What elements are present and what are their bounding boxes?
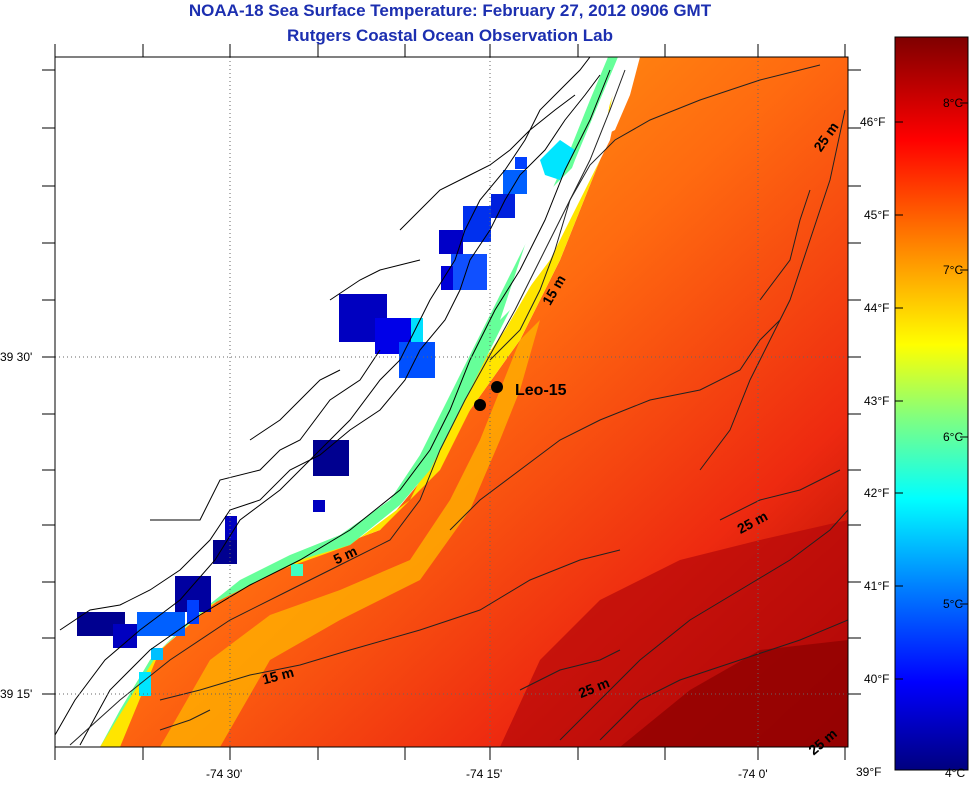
bathymetry-contours (69, 64, 848, 746)
y-tick-label-39-15: 39 15' (0, 687, 33, 701)
contour-label-15m-sw: 15 m (261, 664, 296, 688)
nearshore-orange-band (160, 320, 540, 747)
sst-field (55, 57, 848, 747)
graticule (55, 57, 848, 747)
station-marker-secondary (474, 399, 486, 411)
cb-label-7c: 7°C (943, 263, 964, 277)
map-subtitle: Rutgers Coastal Ocean Observation Lab (287, 26, 613, 45)
no-data-strip-2 (500, 70, 625, 320)
plot-frame (54, 56, 849, 748)
cb-label-8c: 8°C (943, 96, 964, 110)
warm-core-deep (620, 640, 848, 747)
cb-label-45f: 45°F (864, 208, 890, 222)
cb-label-46f: 46°F (860, 115, 886, 129)
cb-label-40f: 40°F (864, 672, 890, 686)
axis-ticks (42, 44, 861, 760)
cb-label-5c: 5°C (943, 597, 964, 611)
cb-label-41f: 41°F (864, 579, 890, 593)
x-tick-label-74-15: -74 15' (466, 767, 503, 781)
x-tick-label-74-0: -74 0' (738, 767, 768, 781)
station-label: Leo-15 (515, 382, 567, 399)
x-tick-label-74-30: -74 30' (206, 767, 243, 781)
coastal-cyan-patches (540, 140, 575, 180)
no-data-strip-3 (605, 57, 640, 135)
cb-label-39f: 39°F (856, 765, 882, 779)
cb-label-6c: 6°C (943, 430, 964, 444)
map-title: NOAA-18 Sea Surface Temperature: Februar… (188, 1, 712, 20)
y-tick-label-39-30: 39 30' (0, 350, 33, 364)
cb-label-42f: 42°F (864, 486, 890, 500)
cb-label-4c: 4°C (945, 766, 966, 780)
coastlines (55, 57, 611, 746)
cb-label-44f: 44°F (864, 301, 890, 315)
land (55, 57, 590, 740)
colorbar-ticks (895, 102, 968, 680)
cb-label-43f: 43°F (864, 394, 890, 408)
station-marker-leo15 (491, 381, 503, 393)
colorbar (894, 36, 969, 771)
